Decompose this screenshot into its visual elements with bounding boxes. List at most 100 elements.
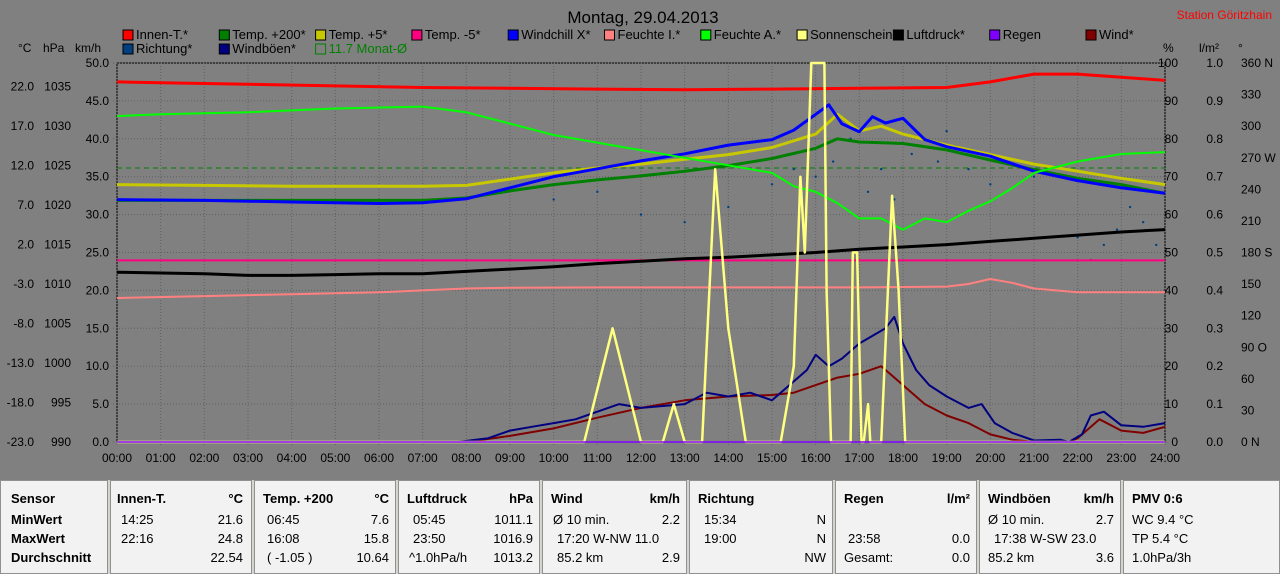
stats-temp200-min-value: 7.6 <box>370 512 389 527</box>
legend-swatch <box>122 43 134 55</box>
stats-temp200-panel: Temp. +200 °C 06:45 7.6 16:08 15.8 ( -1.… <box>254 480 396 574</box>
legend-label: Feuchte I.* <box>618 27 681 42</box>
percent-tick-label: 80 <box>1165 132 1179 146</box>
stats-luftdruck-unit: hPa <box>509 491 533 506</box>
legend-swatch <box>218 43 230 55</box>
direction-point <box>1155 243 1158 247</box>
stats-temp200-unit: °C <box>374 491 389 506</box>
legend-label: Richtung* <box>136 41 192 56</box>
legend-label: Windböen* <box>232 41 296 56</box>
direction-point <box>967 167 970 171</box>
pressure-tick-label: 1005 <box>44 317 71 331</box>
direction-tick-label: 240 <box>1241 182 1261 196</box>
legend-swatch <box>989 29 1001 41</box>
speed-tick-label: 0.0 <box>92 435 109 449</box>
stats-innen-avg-value: 22.54 <box>210 550 243 565</box>
direction-tick-label: 330 <box>1241 88 1261 102</box>
stats-pmv-panel: PMV 0:6 WC 9.4 °C TP 5.4 °C 1.0hPa/3h <box>1123 480 1280 574</box>
station-name: Station Göritzhain <box>1177 8 1272 22</box>
legend-label: Temp. +5* <box>329 27 388 42</box>
direction-point <box>683 220 686 224</box>
direction-tick-label: 300 <box>1241 119 1261 133</box>
rain-tick-label: 0.5 <box>1206 246 1223 260</box>
series-line <box>116 72 1166 92</box>
legend-swatch <box>796 29 808 41</box>
x-tick-label: 03:00 <box>233 451 263 465</box>
stats-regen-panel: Regen l/m² 23:58 0.0 Gesamt: 0.0 <box>835 480 977 574</box>
pressure-tick-label: 1035 <box>44 80 71 94</box>
speed-tick-label: 45.0 <box>86 94 110 108</box>
stats-richtung-min-value: N <box>816 512 826 527</box>
direction-point <box>910 152 913 156</box>
stats-min-label: MinWert <box>11 512 63 527</box>
direction-tick-label: 0 N <box>1241 435 1260 449</box>
x-tick-label: 05:00 <box>320 451 350 465</box>
stats-windboen-avg-value: 3.6 <box>1095 550 1114 565</box>
stats-luftdruck-min-time: 05:45 <box>413 512 446 527</box>
direction-point <box>1141 220 1145 224</box>
stats-innen-unit: °C <box>228 491 243 506</box>
series-line <box>116 103 1166 205</box>
percent-tick-label: 90 <box>1165 94 1179 108</box>
rain-tick-label: 0.7 <box>1206 170 1223 184</box>
direction-point <box>1115 228 1119 231</box>
legend-swatch <box>604 29 615 41</box>
direction-tick-label: 360 N <box>1241 56 1273 70</box>
direction-point <box>727 205 730 209</box>
stats-wind-min-value: 2.2 <box>661 512 680 527</box>
direction-point <box>1032 175 1036 178</box>
percent-tick-label: 20 <box>1165 359 1179 373</box>
speed-tick-label: 15.0 <box>86 321 110 335</box>
stats-richtung-min-time: 15:34 <box>704 512 737 527</box>
x-tick-label: 22:00 <box>1063 451 1093 465</box>
temp-tick-label: 12.0 <box>11 159 35 173</box>
pressure-tick-label: 1025 <box>44 159 71 173</box>
stats-windboen-max-info: 17:38 W-SW 23.0 <box>994 531 1097 546</box>
direction-point <box>989 183 992 186</box>
direction-point <box>879 167 883 171</box>
speed-unit: km/h <box>75 41 101 55</box>
direction-point <box>1128 205 1132 209</box>
direction-point <box>831 160 835 163</box>
speed-tick-label: 5.0 <box>92 397 109 411</box>
rain-tick-label: 0.1 <box>1206 397 1223 411</box>
speed-tick-label: 10.0 <box>86 359 110 373</box>
legend-label: 11.7 Monat-Ø <box>329 41 408 56</box>
stats-windboen-min-label: Ø 10 min. <box>988 512 1045 527</box>
percent-tick-label: 40 <box>1165 283 1179 297</box>
x-tick-label: 00:00 <box>102 451 132 465</box>
stats-luftdruck-avg-value: 1013.2 <box>493 550 533 565</box>
chart-svg: 00:00 01:00 02:00 03:00 04:00 05:00 06:00 07:00… <box>7 8 1277 465</box>
percent-unit: % <box>1163 41 1174 55</box>
direction-point <box>936 160 940 163</box>
temp-tick-label: -3.0 <box>13 277 34 291</box>
legend-swatch <box>411 29 423 41</box>
stats-windboen-header: Windböen <box>988 491 1051 506</box>
stats-innen-header: Innen-T. <box>117 491 167 506</box>
stats-wind-min-label: Ø 10 min. <box>553 512 610 527</box>
x-tick-label: 19:00 <box>932 451 962 465</box>
temp-tick-label: 7.0 <box>17 198 34 212</box>
series-line <box>116 228 1166 277</box>
stats-temp200-min-time: 06:45 <box>267 512 300 527</box>
stats-richtung-panel: Richtung 15:34 N 19:00 N NW <box>689 480 833 574</box>
stats-wind-distance: 85.2 km <box>557 550 604 565</box>
stats-pmv-dewpoint: TP 5.4 °C <box>1132 531 1189 546</box>
stats-pmv-windchill: WC 9.4 °C <box>1132 512 1194 527</box>
legend-label: Feuchte A.* <box>714 27 781 42</box>
rain-tick-label: 0.3 <box>1206 321 1223 335</box>
legend-label: Regen <box>1003 27 1041 42</box>
x-tick-label: 12:00 <box>626 451 656 465</box>
stats-innen-min-time: 14:25 <box>121 512 154 527</box>
stats-wind-header: Wind <box>551 491 583 506</box>
direction-tick-label: 90 O <box>1241 340 1267 354</box>
percent-tick-label: 60 <box>1165 208 1179 222</box>
x-tick-label: 17:00 <box>844 451 874 465</box>
percent-tick-label: 100 <box>1158 56 1178 70</box>
speed-tick-label: 35.0 <box>86 170 110 184</box>
x-tick-label: 09:00 <box>495 451 525 465</box>
stats-regen-total-value: 0.0 <box>951 550 970 565</box>
weather-chart: 00:00 01:00 02:00 03:00 04:00 05:00 06:00 07:00… <box>7 8 1277 465</box>
stats-richtung-avg-value: NW <box>804 550 826 565</box>
direction-point <box>770 183 774 186</box>
